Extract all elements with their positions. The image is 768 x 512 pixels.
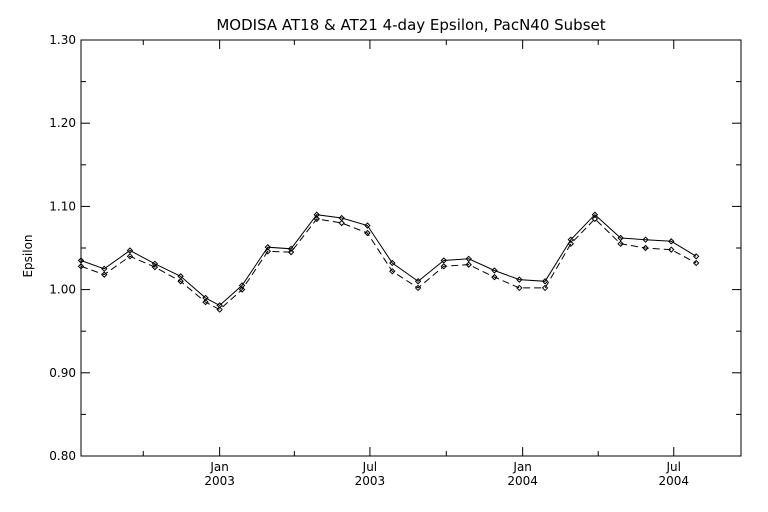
data-point-s0-0: [77, 257, 85, 264]
data-point-s0-6: [216, 302, 223, 309]
data-point-s0-3: [151, 260, 159, 268]
y-tick-label: 0.90: [49, 366, 76, 380]
data-point-s1-7: [238, 286, 246, 293]
data-point-s1-20: [567, 240, 575, 248]
data-point-s0-8: [264, 243, 271, 251]
data-point-s0-18: [516, 276, 523, 283]
x-tick-month-label: Jul: [666, 460, 681, 474]
data-point-s0-16: [465, 255, 472, 263]
data-point-s1-12: [364, 229, 371, 237]
data-point-s0-25: [692, 253, 700, 260]
y-axis-label: Epsilon: [21, 234, 35, 277]
x-tick-year-label: 2004: [507, 474, 538, 488]
data-point-s0-19: [541, 278, 549, 285]
y-tick-label: 1.10: [49, 199, 76, 213]
series-line-solid: [80, 214, 697, 307]
data-point-s1-10: [313, 215, 320, 223]
data-point-s0-1: [101, 265, 108, 273]
data-point-s0-9: [287, 245, 295, 253]
plot-frame: [80, 39, 742, 457]
data-point-s0-7: [238, 282, 246, 289]
x-tick-month-label: Jan: [512, 460, 532, 474]
data-point-s1-1: [101, 271, 108, 278]
data-point-s0-15: [440, 257, 447, 264]
data-point-s1-19: [541, 284, 549, 292]
data-point-s1-17: [491, 273, 498, 281]
data-point-s0-23: [642, 236, 649, 243]
data-point-s1-18: [516, 284, 523, 292]
data-point-s0-17: [491, 267, 498, 274]
data-point-s0-12: [364, 222, 371, 229]
data-point-s1-21: [591, 215, 599, 223]
data-point-s1-8: [264, 248, 271, 255]
data-point-s0-24: [668, 238, 675, 245]
data-point-s1-6: [216, 306, 223, 313]
y-axis: 0.80 0.90 1.00 1.10 1.20 1.30: [49, 33, 741, 463]
y-tick-label: 1.00: [49, 283, 76, 297]
data-point-s0-20: [567, 236, 575, 243]
data-point-s1-25: [692, 259, 700, 267]
data-point-s1-5: [202, 298, 209, 306]
data-point-s1-13: [389, 268, 396, 275]
data-point-s1-14: [414, 284, 422, 292]
series-line-dashed: [80, 218, 697, 311]
data-point-s1-16: [465, 261, 472, 268]
data-point-s0-5: [202, 294, 209, 302]
data-point-s1-15: [440, 263, 447, 270]
data-point-s1-11: [338, 219, 345, 227]
data-point-s1-9: [287, 248, 295, 256]
data-point-s0-2: [126, 247, 134, 254]
y-tick-label: 0.80: [49, 449, 76, 463]
y-tick-label: 1.30: [49, 33, 76, 47]
x-tick-year-label: 2003: [204, 474, 235, 488]
x-tick-year-label: 2004: [658, 474, 689, 488]
data-point-s1-22: [617, 240, 624, 248]
data-point-s1-23: [642, 244, 649, 252]
x-tick-year-label: 2003: [355, 474, 386, 488]
data-point-s0-13: [389, 259, 396, 267]
chart-title: MODISA AT18 & AT21 4-day Epsilon, PacN40…: [216, 16, 605, 34]
y-tick-label: 1.20: [49, 116, 76, 130]
data-point-s1-0: [77, 263, 85, 270]
x-tick-month-label: Jul: [362, 460, 377, 474]
data-point-s1-24: [668, 246, 675, 253]
series-group: [77, 211, 700, 313]
data-point-s1-2: [126, 253, 134, 260]
data-point-s0-21: [591, 211, 599, 218]
data-point-s0-14: [414, 278, 422, 285]
data-point-s0-10: [313, 211, 320, 218]
data-point-s1-4: [177, 278, 184, 285]
data-point-s0-22: [617, 234, 624, 242]
x-tick-month-label: Jan: [209, 460, 229, 474]
data-point-s1-3: [151, 263, 159, 271]
